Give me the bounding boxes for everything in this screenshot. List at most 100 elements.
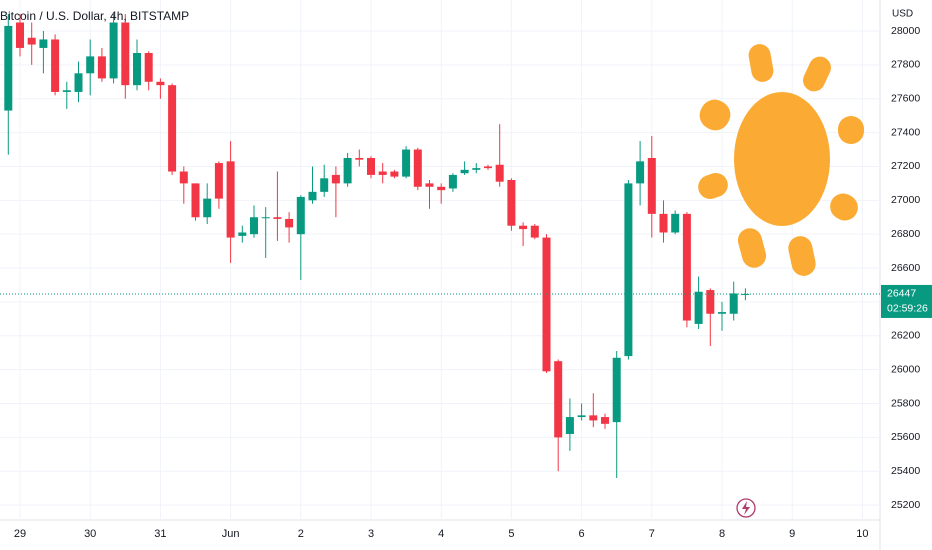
y-tick-label: 26600 [891, 262, 920, 274]
candle-body [718, 312, 726, 314]
axes: 2520025400256002580026000262002640026600… [14, 25, 932, 540]
candle-body [214, 163, 223, 199]
y-tick-label: 28000 [891, 25, 920, 37]
x-tick-label: 5 [508, 528, 514, 540]
candle-body [671, 213, 680, 233]
candle-body [97, 56, 106, 79]
sun-drawing [698, 44, 864, 276]
x-tick-label: 8 [719, 528, 725, 540]
x-tick-label: 10 [856, 528, 868, 540]
candle-body [16, 22, 24, 48]
last-price-label: 26447 [887, 288, 916, 300]
candle-body [308, 191, 317, 201]
y-tick-label: 25800 [891, 397, 920, 409]
x-tick-label: 3 [368, 528, 374, 540]
candles [0, 14, 880, 479]
candle-body [530, 225, 539, 238]
x-tick-label: 30 [84, 528, 96, 540]
x-tick-label: 6 [579, 528, 585, 540]
candle-body [554, 361, 563, 438]
candle-body [109, 22, 118, 79]
candle-body [285, 218, 294, 228]
candle-body [601, 417, 609, 424]
candle-body [589, 415, 598, 421]
last-price-box [881, 284, 932, 318]
y-tick-label: 27200 [891, 160, 920, 172]
y-tick-label: 26800 [891, 228, 920, 240]
candle-body [320, 178, 329, 192]
candle-body [238, 232, 247, 236]
y-tick-label: 27400 [891, 126, 920, 138]
candle-body [425, 183, 434, 187]
candle-body [706, 290, 715, 314]
candle-body [378, 171, 387, 175]
candle-body [39, 39, 48, 48]
candle-body [636, 161, 645, 184]
candle-body [4, 25, 13, 111]
countdown-label: 02:59:26 [887, 303, 928, 315]
candle-body [343, 157, 352, 184]
y-tick-label: 27000 [891, 194, 920, 206]
candle-body [203, 198, 212, 218]
candle-body [472, 168, 481, 170]
candle-body [682, 213, 691, 321]
candle-body [86, 56, 95, 74]
lightning-icon[interactable] [736, 498, 756, 518]
candle-body [460, 169, 469, 174]
candle-body [121, 22, 130, 86]
candle-body [62, 90, 71, 92]
candle-body [179, 171, 188, 184]
candle-body [519, 225, 528, 230]
candle-body [261, 217, 270, 219]
x-tick-label: 31 [154, 528, 166, 540]
candle-body [74, 73, 83, 92]
candle-body [437, 186, 446, 191]
candle-body [168, 85, 177, 172]
candle-body [612, 357, 621, 423]
candle-body [144, 52, 153, 82]
candle-body [542, 237, 551, 372]
candle-body [296, 196, 305, 235]
candle-body [659, 213, 668, 233]
candle-body [226, 161, 235, 238]
candle-body [448, 174, 457, 189]
candle-body [694, 291, 703, 324]
y-tick-label: 27600 [891, 92, 920, 104]
candle-body [741, 293, 750, 295]
candle-body [367, 157, 375, 175]
candle-body [51, 39, 60, 92]
candle-body [133, 52, 141, 86]
candle-body [577, 415, 586, 418]
y-tick-label: 25400 [891, 465, 920, 477]
y-tick-label: 26200 [891, 330, 920, 342]
x-tick-label: 7 [649, 528, 655, 540]
candle-body [402, 149, 411, 177]
candle-body [413, 149, 422, 187]
candle-body [624, 183, 633, 357]
currency-label: USD [892, 9, 913, 20]
y-tick-label: 25600 [891, 431, 920, 443]
x-tick-label: 4 [438, 528, 444, 540]
candle-body [495, 164, 504, 182]
candle-body [390, 171, 399, 177]
candle-body [729, 293, 738, 314]
candle-body [331, 174, 340, 184]
candle-body [565, 417, 574, 434]
candle-body [27, 37, 36, 45]
candle-body [355, 157, 364, 160]
x-tick-label: Jun [222, 528, 240, 540]
candle-body [484, 166, 492, 169]
candle-body [273, 217, 282, 219]
x-tick-label: 2 [298, 528, 304, 540]
chart-title: Bitcoin / U.S. Dollar, 4h, BITSTAMP [0, 9, 189, 23]
x-tick-label: 9 [789, 528, 795, 540]
candle-body [250, 217, 258, 235]
candle-body [191, 183, 200, 218]
candle-body [647, 157, 656, 214]
y-tick-label: 26000 [891, 363, 920, 375]
x-tick-label: 29 [14, 528, 26, 540]
candle-body [156, 81, 165, 86]
